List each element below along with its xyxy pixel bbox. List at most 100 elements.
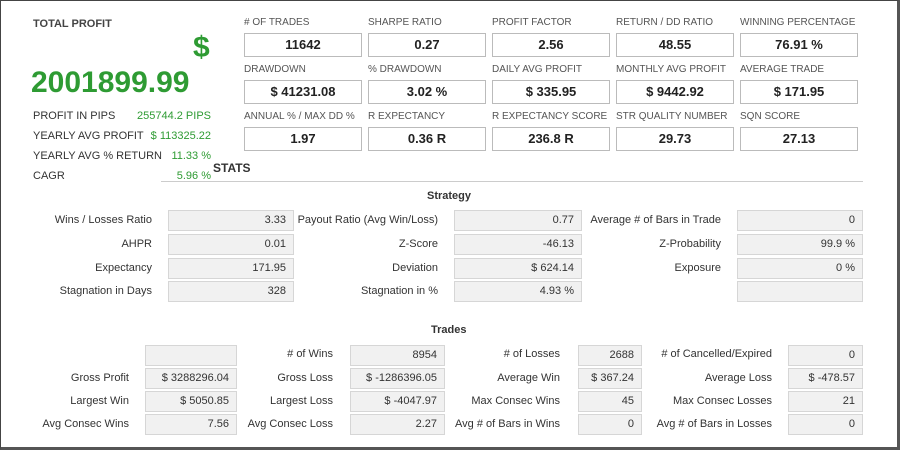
kpi-daily-avg-profit: DAILY AVG PROFIT $ 335.95 xyxy=(492,64,610,104)
yearly-avg-return-label: YEARLY AVG % RETURN xyxy=(33,150,162,162)
kpi-value: 76.91 % xyxy=(740,33,858,57)
yearly-avg-profit-label: YEARLY AVG PROFIT xyxy=(33,130,144,142)
yearly-avg-return-row: YEARLY AVG % RETURN 11.33 % xyxy=(33,150,211,162)
kpi-label: ANNUAL % / MAX DD % xyxy=(244,111,355,122)
profit-in-pips-row: PROFIT IN PIPS 255744.2 PIPS xyxy=(33,110,211,122)
stat-value: 0 % xyxy=(737,258,863,279)
stat-label: Max Consec Losses xyxy=(672,395,772,407)
stat-value: 0 xyxy=(737,210,863,231)
kpi-label: PROFIT FACTOR xyxy=(492,17,572,28)
kpi-percent-drawdown: % DRAWDOWN 3.02 % xyxy=(368,64,486,104)
stat-value: 0.77 xyxy=(454,210,582,231)
stat-value: $ 3288296.04 xyxy=(145,368,237,389)
strategy-heading: Strategy xyxy=(427,190,472,202)
kpi-label: R EXPECTANCY SCORE xyxy=(492,111,608,122)
kpi-r-expectancy-score: R EXPECTANCY SCORE 236.8 R xyxy=(492,111,610,151)
stat-value: $ 367.24 xyxy=(578,368,642,389)
stat-value-empty xyxy=(145,345,237,366)
kpi-label: # OF TRADES xyxy=(244,17,310,28)
stat-value: 2688 xyxy=(578,345,642,366)
profit-in-pips-label: PROFIT IN PIPS xyxy=(33,110,116,122)
stat-label: Z-Probability xyxy=(659,238,721,250)
kpi-value: $ 335.95 xyxy=(492,80,610,104)
stat-label: Expectancy xyxy=(95,262,152,274)
kpi-average-trade: AVERAGE TRADE $ 171.95 xyxy=(740,64,858,104)
stat-label: # of Cancelled/Expired xyxy=(661,348,772,360)
kpi-sharpe-ratio: SHARPE RATIO 0.27 xyxy=(368,17,486,57)
stat-label: Average # of Bars in Trade xyxy=(590,214,721,226)
stat-value: 4.93 % xyxy=(454,281,582,302)
stat-label: Z-Score xyxy=(398,238,438,250)
stat-label: Wins / Losses Ratio xyxy=(54,214,152,226)
kpi-label: % DRAWDOWN xyxy=(368,64,442,75)
total-profit-value: 2001899.99 xyxy=(31,66,190,99)
kpi-label: MONTHLY AVG PROFIT xyxy=(616,64,727,75)
kpi-value: 27.13 xyxy=(740,127,858,151)
stat-value-empty xyxy=(737,281,863,302)
kpi-value: $ 171.95 xyxy=(740,80,858,104)
kpi-r-expectancy: R EXPECTANCY 0.36 R xyxy=(368,111,486,151)
kpi-number-of-trades: # OF TRADES 11642 xyxy=(244,17,362,57)
kpi-return-dd-ratio: RETURN / DD RATIO 48.55 xyxy=(616,17,734,57)
stat-value: 0 xyxy=(578,414,642,435)
stat-value: $ 5050.85 xyxy=(145,391,237,412)
stat-label: Avg # of Bars in Wins xyxy=(455,418,560,430)
stats-divider xyxy=(161,181,863,182)
kpi-profit-factor: PROFIT FACTOR 2.56 xyxy=(492,17,610,57)
stat-label: Stagnation in Days xyxy=(59,285,152,297)
stat-value: 45 xyxy=(578,391,642,412)
stat-label: Average Win xyxy=(497,372,560,384)
stat-label: AHPR xyxy=(121,238,152,250)
kpi-label: RETURN / DD RATIO xyxy=(616,17,714,28)
cagr-value: 5.96 % xyxy=(176,170,211,182)
stat-value: $ -1286396.05 xyxy=(350,368,445,389)
kpi-monthly-avg-profit: MONTHLY AVG PROFIT $ 9442.92 xyxy=(616,64,734,104)
cagr-row: CAGR 5.96 % xyxy=(33,170,211,182)
kpi-str-quality-number: STR QUALITY NUMBER 29.73 xyxy=(616,111,734,151)
stat-value: $ -478.57 xyxy=(788,368,863,389)
profit-in-pips-value: 255744.2 PIPS xyxy=(136,110,211,122)
trades-heading: Trades xyxy=(431,324,467,336)
stat-label: Exposure xyxy=(674,262,721,274)
kpi-sqn-score: SQN SCORE 27.13 xyxy=(740,111,858,151)
yearly-avg-profit-value: $ 113325.22 xyxy=(150,130,211,142)
cagr-label: CAGR xyxy=(33,170,65,182)
kpi-value: 3.02 % xyxy=(368,80,486,104)
kpi-label: DRAWDOWN xyxy=(244,64,306,75)
stat-value: 21 xyxy=(788,391,863,412)
kpi-value: 29.73 xyxy=(616,127,734,151)
kpi-label: STR QUALITY NUMBER xyxy=(616,111,728,122)
stat-label: Gross Loss xyxy=(277,372,333,384)
kpi-value: $ 41231.08 xyxy=(244,80,362,104)
stat-value: 328 xyxy=(168,281,294,302)
stat-label: Max Consec Wins xyxy=(471,395,560,407)
stat-value: 171.95 xyxy=(168,258,294,279)
stat-label: Avg # of Bars in Losses xyxy=(656,418,772,430)
stat-label: Avg Consec Loss xyxy=(247,418,333,430)
kpi-value: $ 9442.92 xyxy=(616,80,734,104)
stat-label: Gross Profit xyxy=(70,372,129,384)
stat-value: 3.33 xyxy=(168,210,294,231)
kpi-label: R EXPECTANCY xyxy=(368,111,446,122)
stat-label: Largest Loss xyxy=(270,395,333,407)
yearly-avg-return-value: 11.33 % xyxy=(171,150,211,162)
stat-value: 2.27 xyxy=(350,414,445,435)
stat-value: $ -4047.97 xyxy=(350,391,445,412)
stats-heading: STATS xyxy=(213,161,251,175)
kpi-winning-percentage: WINNING PERCENTAGE 76.91 % xyxy=(740,17,858,57)
stat-value: 7.56 xyxy=(145,414,237,435)
stat-value: -46.13 xyxy=(454,234,582,255)
currency-symbol: $ xyxy=(193,31,210,64)
kpi-label: DAILY AVG PROFIT xyxy=(492,64,583,75)
yearly-avg-profit-row: YEARLY AVG PROFIT $ 113325.22 xyxy=(33,130,211,142)
kpi-value: 236.8 R xyxy=(492,127,610,151)
stat-value: 0.01 xyxy=(168,234,294,255)
stat-value: 8954 xyxy=(350,345,445,366)
stat-label: Payout Ratio (Avg Win/Loss) xyxy=(297,214,438,226)
stat-label: Average Loss xyxy=(704,372,772,384)
stat-label: Stagnation in % xyxy=(360,285,438,297)
kpi-annual-max-dd: ANNUAL % / MAX DD % 1.97 xyxy=(244,111,362,151)
stat-value: 0 xyxy=(788,414,863,435)
stat-label: # of Wins xyxy=(287,348,333,360)
